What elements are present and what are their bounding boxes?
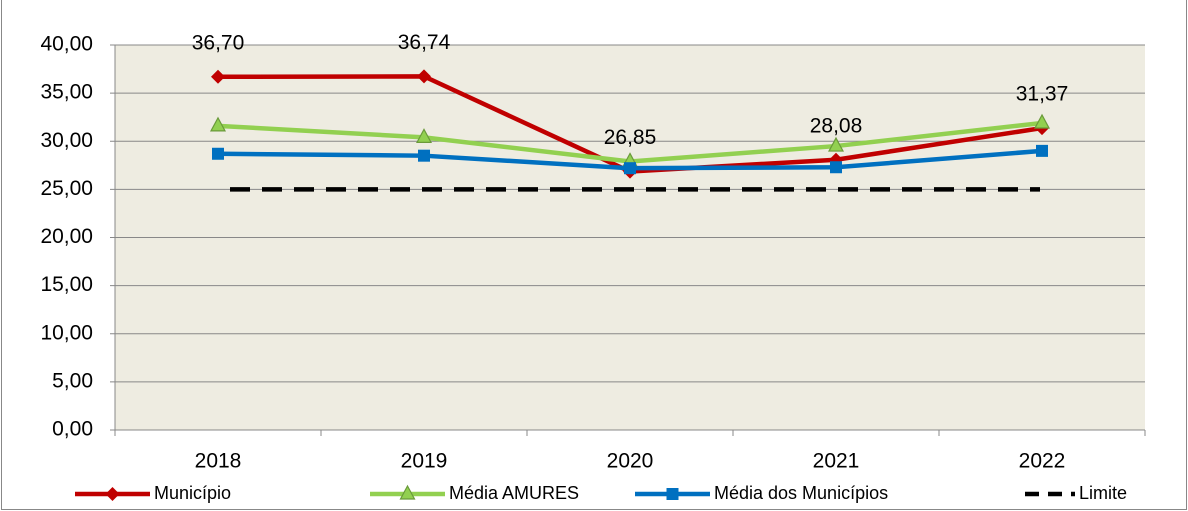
y-tick-label: 15,00 xyxy=(40,273,93,296)
data-label: 26,85 xyxy=(604,126,657,149)
data-label: 36,70 xyxy=(192,31,245,54)
x-tick-label: 2021 xyxy=(813,450,860,473)
legend-label: Município xyxy=(154,483,231,503)
x-tick-label: 2018 xyxy=(195,450,242,473)
marker xyxy=(211,69,225,84)
marker xyxy=(624,162,636,175)
legend-label: Limite xyxy=(1079,483,1127,503)
y-tick-label: 35,00 xyxy=(40,81,93,104)
y-tick-label: 30,00 xyxy=(40,129,93,152)
marker xyxy=(827,136,845,152)
data-label: 28,08 xyxy=(810,114,863,137)
legend-marker xyxy=(399,484,416,500)
marker xyxy=(1036,144,1048,157)
marker xyxy=(417,69,431,84)
marker xyxy=(415,128,433,143)
y-tick-label: 20,00 xyxy=(40,225,93,248)
y-tick-label: 10,00 xyxy=(40,321,93,344)
data-label: 31,37 xyxy=(1016,83,1069,106)
y-tick-label: 0,00 xyxy=(52,418,93,441)
marker xyxy=(209,116,227,132)
y-tick-label: 25,00 xyxy=(40,177,93,200)
legend-marker xyxy=(105,487,120,501)
x-tick-label: 2020 xyxy=(607,450,654,473)
marker xyxy=(418,149,430,162)
legend-label: Média dos Municípios xyxy=(714,483,888,503)
y-tick-label: 5,00 xyxy=(52,369,93,392)
legend-label: Média AMURES xyxy=(449,483,579,503)
y-tick-label: 40,00 xyxy=(40,33,93,56)
marker xyxy=(212,147,224,160)
data-label: 36,74 xyxy=(398,31,451,54)
marker xyxy=(830,161,842,174)
x-tick-label: 2022 xyxy=(1019,450,1066,473)
legend-marker xyxy=(666,488,679,500)
marker xyxy=(1033,113,1051,129)
x-tick-label: 2019 xyxy=(401,450,448,473)
